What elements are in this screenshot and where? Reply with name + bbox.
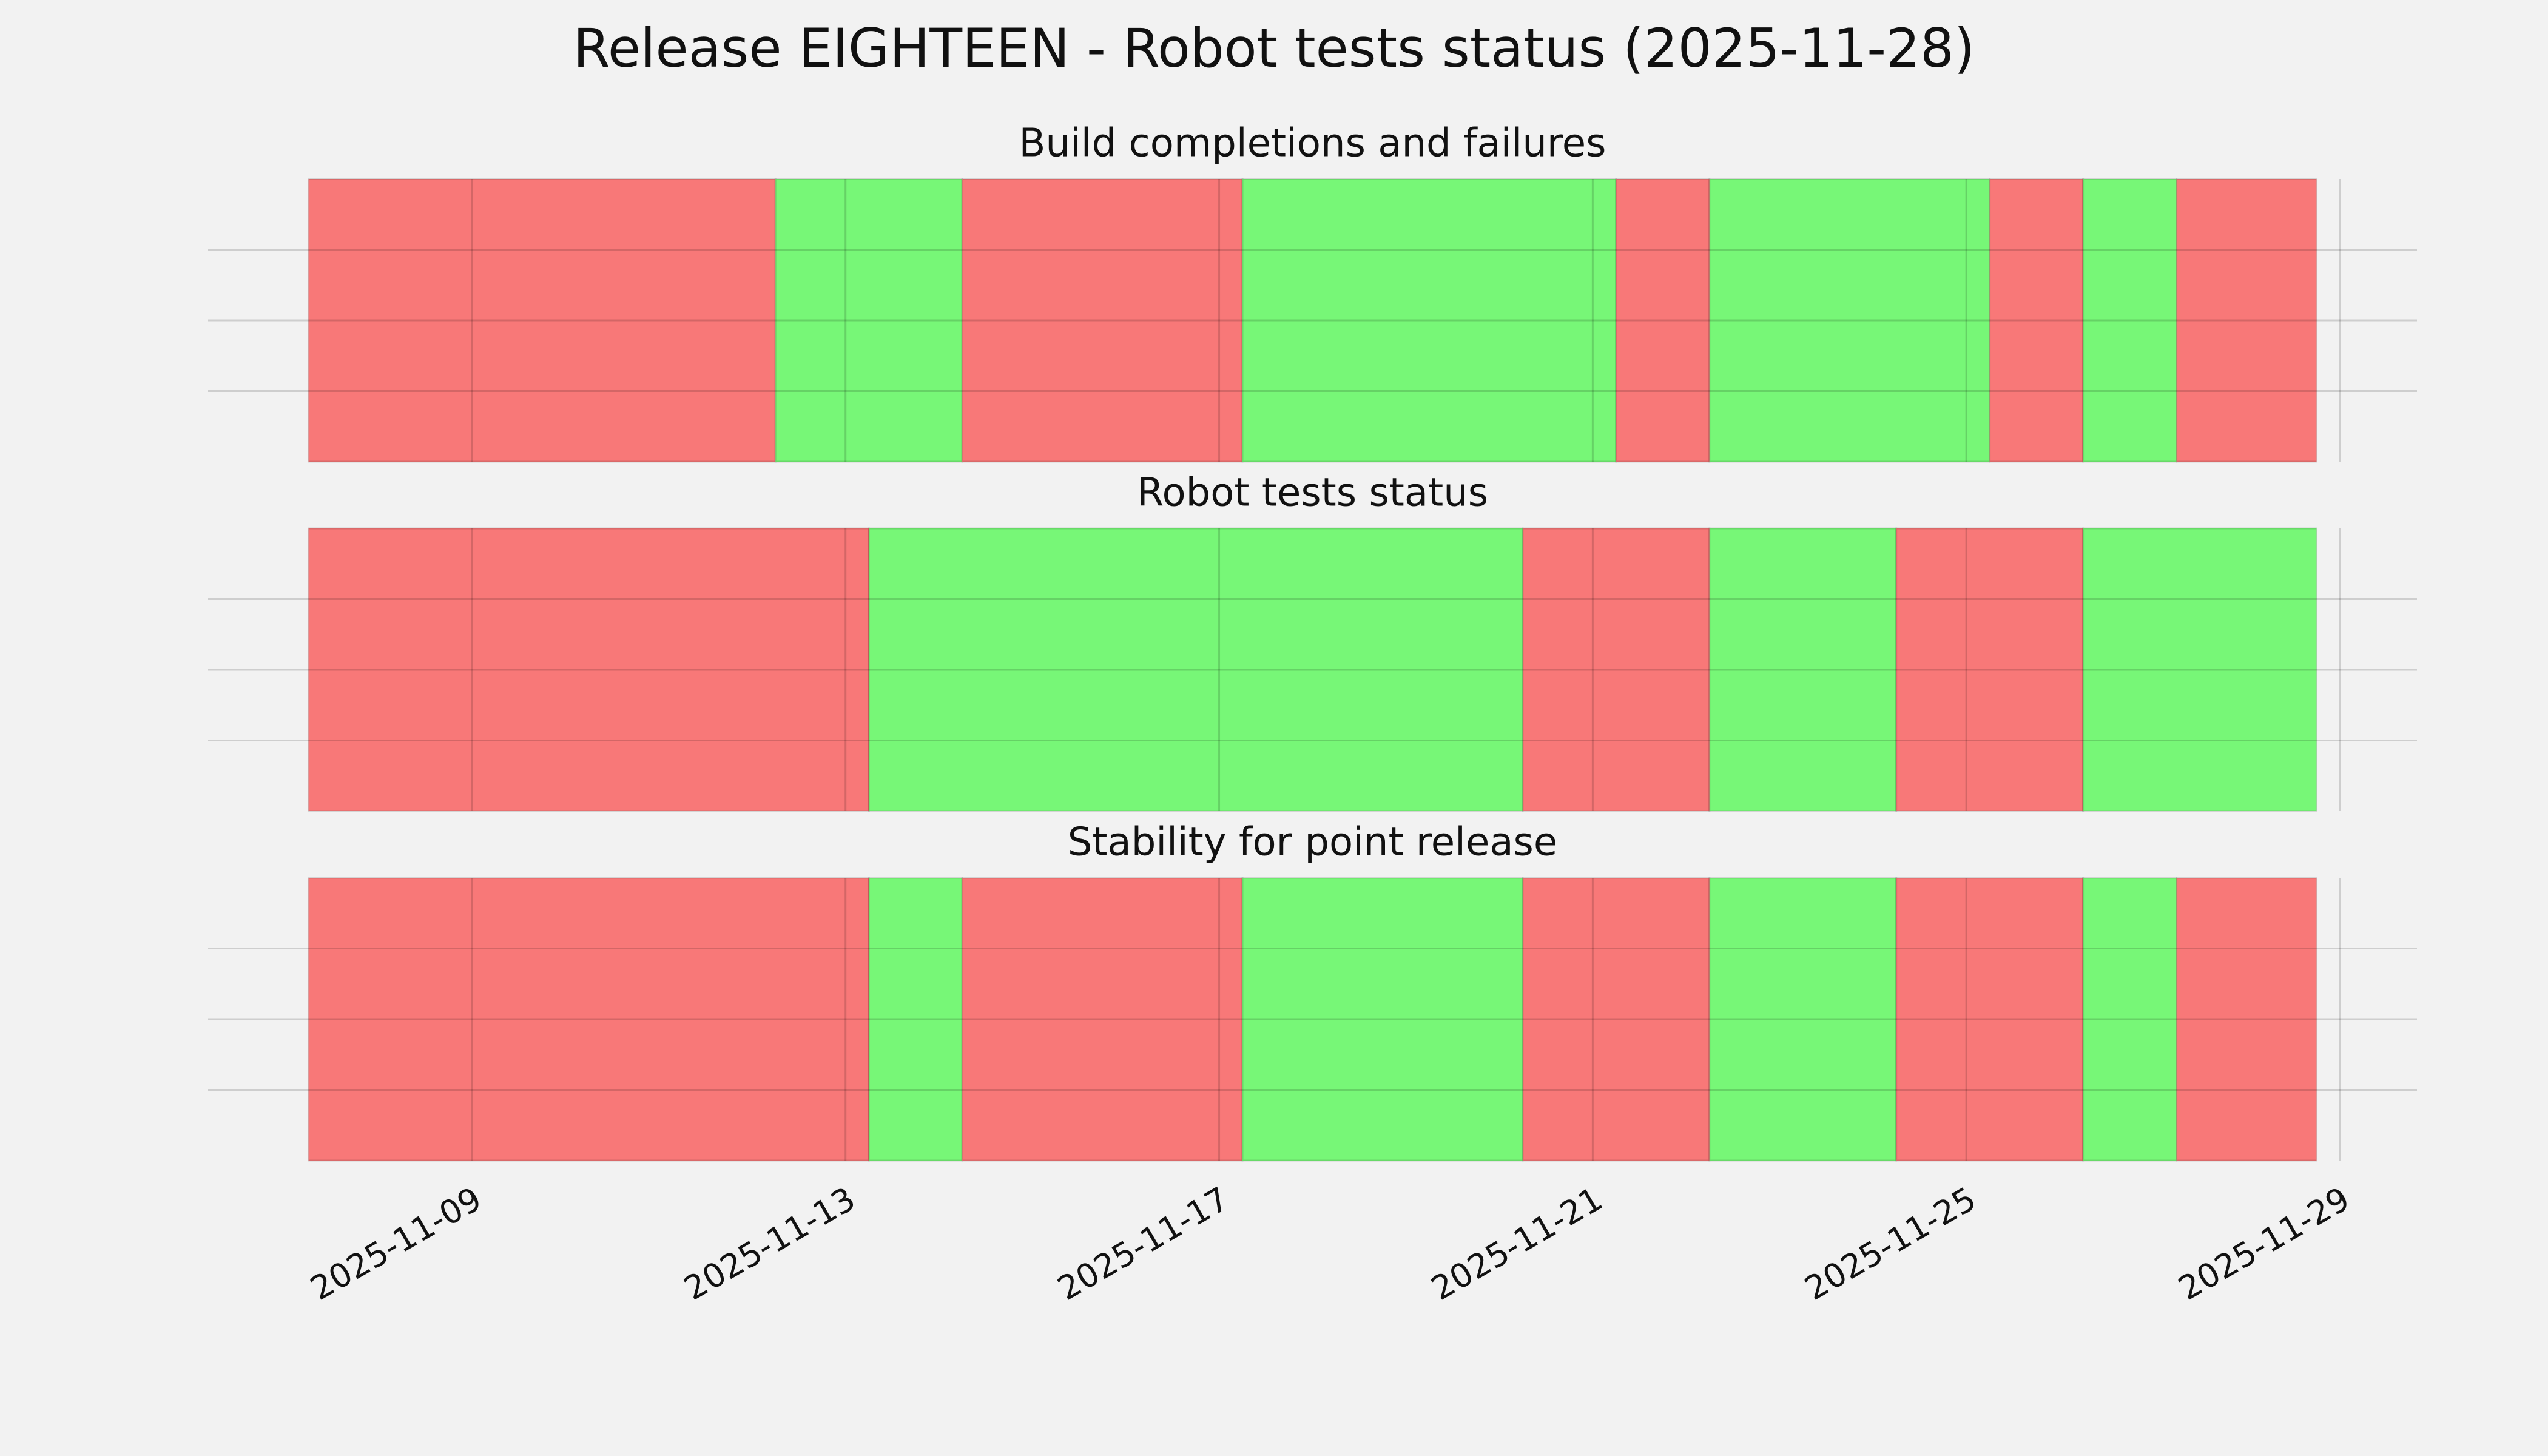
status-span: [2176, 178, 2318, 463]
status-span: [1895, 877, 2085, 1162]
status-span: [868, 877, 963, 1162]
panel-title: Robot tests status: [1137, 471, 1488, 516]
status-span: [868, 527, 1524, 812]
status-span: [1522, 527, 1711, 812]
status-span: [1989, 178, 2085, 463]
status-span: [1522, 877, 1711, 1162]
status-span: [2082, 877, 2178, 1162]
status-span: [774, 178, 963, 463]
panel-title: Build completions and failures: [1019, 121, 1606, 166]
status-span: [1708, 527, 1898, 812]
status-span: [308, 178, 777, 463]
panel-title: Stability for point release: [1068, 820, 1558, 865]
status-span: [2176, 877, 2318, 1162]
status-span: [308, 527, 870, 812]
status-span: [961, 877, 1244, 1162]
status-span: [1241, 178, 1617, 463]
status-span: [2082, 527, 2317, 812]
status-span: [2082, 178, 2178, 463]
status-span: [308, 877, 870, 1162]
figure-title: Release EIGHTEEN - Robot tests status (2…: [573, 17, 1975, 79]
status-span: [1895, 527, 2085, 812]
status-span: [1241, 877, 1524, 1162]
status-span: [961, 178, 1244, 463]
status-span: [1615, 178, 1711, 463]
status-span: [1708, 178, 1991, 463]
status-span: [1708, 877, 1898, 1162]
